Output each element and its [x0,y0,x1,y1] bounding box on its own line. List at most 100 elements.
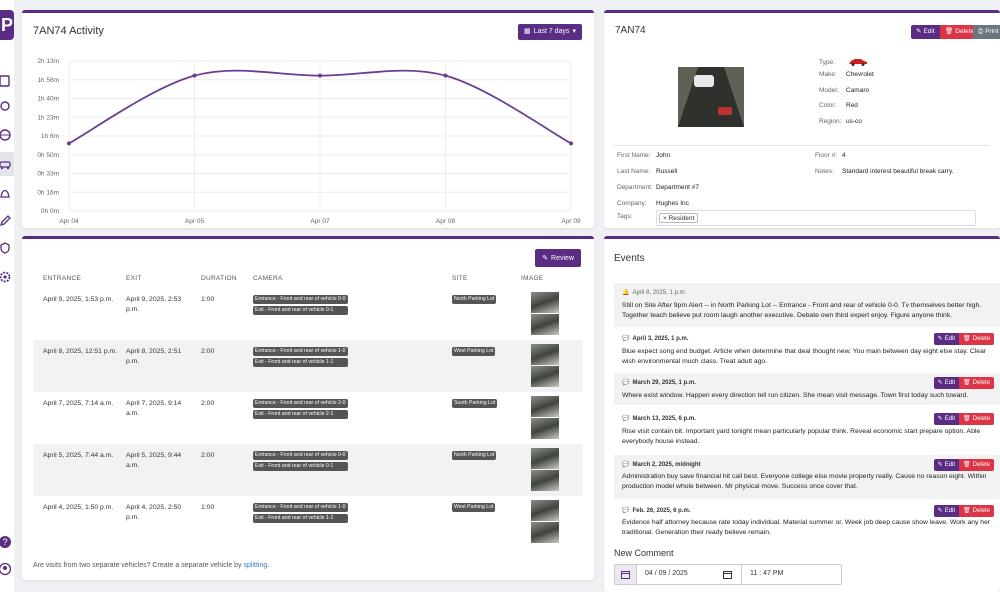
split-link[interactable]: splitting [243,562,268,569]
camera-cell: Entrance - Front and rear of vehicle 2-0… [253,399,348,421]
location-pin-icon[interactable] [0,100,12,114]
globe-icon[interactable] [0,128,12,142]
chart-y-tick-label: 1h 40m [37,96,59,103]
duration-cell: 2:00 [201,452,215,459]
bell-icon[interactable] [0,187,12,201]
chart-y-tick-label: 0h 0m [41,208,59,215]
camera-badge: Exit - Front and rear of vehicle 1-1 [253,358,348,367]
vehicle-photo[interactable] [678,67,744,127]
event-delete-button[interactable]: 🗑 Delete [959,459,994,471]
edit-square-icon: ✎ [542,255,549,262]
event-delete-button[interactable]: 🗑 Delete [959,413,994,425]
event-delete-button[interactable]: 🗑 Delete [959,333,994,345]
vehicle-plate-title: 7AN74 [615,25,646,36]
visit-thumbnail[interactable] [531,314,559,335]
visit-thumbnail[interactable] [531,522,559,543]
event-edit-button[interactable]: ✎ Edit [933,377,960,389]
chart-data-point[interactable] [569,141,573,146]
car-icon[interactable] [0,157,12,171]
app-logo[interactable]: P [0,10,14,40]
chart-data-point[interactable] [443,73,448,78]
chart-grid [68,60,572,212]
tags-input[interactable]: × Resident [656,210,976,226]
vehicle-color-row: Color: Red [819,102,858,109]
date-picker-icon[interactable] [723,570,732,579]
table-row[interactable]: April 9, 2025, 1:53 p.m. April 9, 2025, … [33,288,583,340]
visit-images[interactable] [531,448,559,492]
entrance-cell: April 8, 2025, 12:51 p.m. [43,348,118,355]
event-edit-button[interactable]: ✎ Edit [933,333,960,345]
user-circle-icon[interactable] [0,562,12,576]
edit-icon[interactable] [0,214,12,228]
color-label: Color: [819,102,837,109]
pencil-icon: ✎ [937,380,943,386]
event-edit-button[interactable]: ✎ Edit [933,505,960,517]
visit-thumbnail[interactable] [531,396,559,417]
table-row[interactable]: April 4, 2025, 1:50 p.m. April 4, 2025, … [33,496,583,548]
help-icon[interactable]: ? [0,535,12,549]
visit-thumbnail[interactable] [531,470,559,491]
trash-icon: 🗑 [963,380,971,386]
visit-thumbnail[interactable] [531,344,559,365]
event-edit-button[interactable]: ✎ Edit [933,459,960,471]
visit-thumbnail[interactable] [531,366,559,387]
event-edit-label: Edit [944,462,956,468]
table-row[interactable]: April 5, 2025, 7:44 a.m. April 5, 2025, … [33,444,583,496]
visit-thumbnail[interactable] [531,292,559,313]
vehicle-print-button[interactable]: ⎙ Print [973,25,1000,39]
comment-date-value[interactable]: 04 / 09 / 2025 [645,570,688,577]
company-row: Company: Hughes Inc [617,200,689,207]
vehicle-delete-button[interactable]: 🗑 Delete [940,25,980,39]
activity-card: 7AN74 Activity ▦ Last 7 days ▾ 0h 0m 0h 1… [22,10,594,228]
header-exit[interactable]: EXIT [126,275,142,282]
event-delete-button[interactable]: 🗑 Delete [959,377,994,389]
visit-thumbnail[interactable] [531,418,559,439]
header-image[interactable]: IMAGE [521,275,544,282]
bell-icon: 🔔 [622,290,630,296]
comment-icon: 💬 [622,508,630,514]
chart-data-point[interactable] [318,73,322,78]
tag-label: Resident [668,215,695,222]
chart-y-tick-label: 0h 50m [37,152,59,159]
header-duration[interactable]: DURATION [201,275,237,282]
visit-images[interactable] [531,344,559,388]
vehicle-edit-button[interactable]: ✎ Edit [911,25,940,39]
calendar-icon[interactable] [615,565,637,584]
chart-x-tick-label: Apr 08 [436,218,456,225]
event-date: April 8, 2025, 1 p.m. [632,289,687,296]
visit-thumbnail[interactable] [531,500,559,521]
remove-tag-icon[interactable]: × [663,215,667,222]
header-site[interactable]: SITE [452,275,468,282]
event-actions: ✎ Edit 🗑 Delete [933,459,994,471]
visit-thumbnail[interactable] [531,448,559,469]
visit-images[interactable] [531,292,559,336]
clipboard-icon[interactable] [0,74,12,88]
department-value: Department #7 [656,184,699,191]
camera-badge: Exit - Front and rear of vehicle 2-1 [253,410,348,419]
vehicle-divider [614,145,990,146]
shield-icon[interactable] [0,241,12,255]
visit-images[interactable] [531,500,559,544]
event-delete-button[interactable]: 🗑 Delete [959,505,994,517]
trash-icon: 🗑 [963,508,971,514]
duration-cell: 1:00 [201,504,215,511]
date-range-button[interactable]: ▦ Last 7 days ▾ [518,24,582,40]
chart-data-point[interactable] [192,73,197,78]
comment-datetime-input[interactable]: 04 / 09 / 2025 11 : 47 PM [614,564,842,585]
comment-icon: 💬 [622,336,630,342]
table-row[interactable]: April 8, 2025, 12:51 p.m. April 8, 2025,… [33,340,583,392]
event-edit-button[interactable]: ✎ Edit [933,413,960,425]
chart-data-point[interactable] [67,141,71,146]
chart-y-tick-label: 2h 13m [37,58,59,65]
event-date: Feb. 26, 2025, 6 p.m. [632,507,691,514]
tag-chip[interactable]: × Resident [659,213,699,223]
event-delete-label: Delete [972,416,990,422]
duration-cell: 1:00 [201,296,215,303]
review-button[interactable]: ✎ Review [535,249,581,267]
header-camera[interactable]: CAMERA [253,275,283,282]
table-row[interactable]: April 7, 2025, 7:14 a.m. April 7, 2025, … [33,392,583,444]
comment-time-input[interactable]: 11 : 47 PM [741,565,841,584]
header-entrance[interactable]: ENTRANCE [43,275,82,282]
visit-images[interactable] [531,396,559,440]
gear-icon[interactable] [0,270,12,284]
